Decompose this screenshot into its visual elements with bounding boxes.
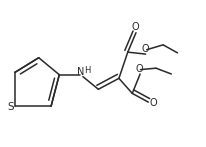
Text: N: N xyxy=(77,67,84,77)
Text: S: S xyxy=(7,102,14,112)
Text: O: O xyxy=(149,98,157,108)
Text: O: O xyxy=(141,44,149,54)
Text: O: O xyxy=(135,64,143,74)
Text: H: H xyxy=(83,66,90,75)
Text: O: O xyxy=(131,22,138,32)
